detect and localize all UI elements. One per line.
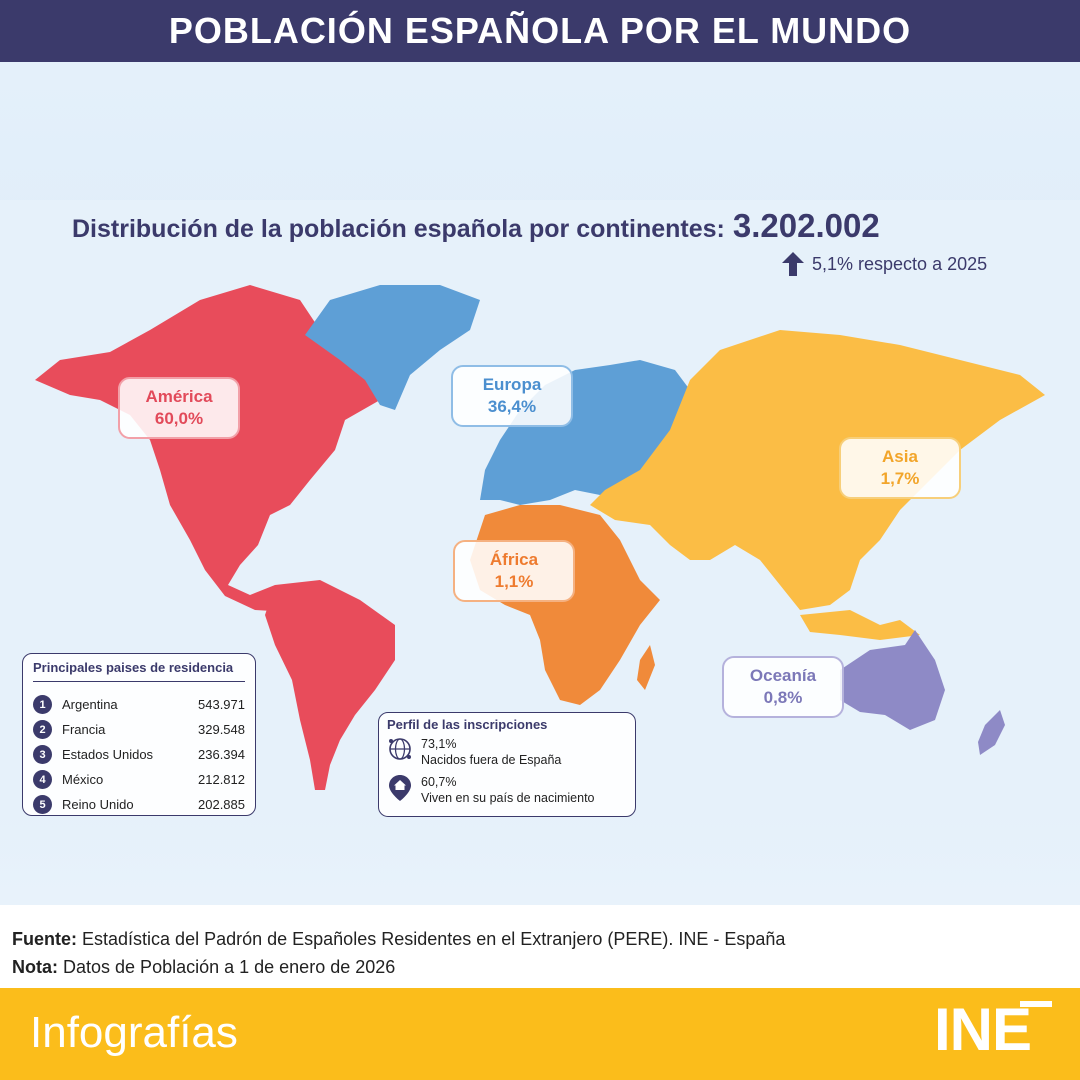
- note-label: Nota:: [12, 957, 58, 977]
- logo-text: INE: [934, 996, 1032, 1063]
- arrow-up-icon: [782, 252, 804, 276]
- footer-notes: Fuente: Estadística del Padrón de Españo…: [12, 925, 785, 981]
- africa-value: 1,1%: [494, 572, 534, 591]
- country-name: Francia: [62, 722, 106, 737]
- list-item: 4 México 212.812: [33, 767, 245, 792]
- list-item: 5 Reino Unido 202.885: [33, 792, 245, 817]
- continent-oceania: [840, 630, 945, 730]
- country-value: 329.548: [198, 722, 245, 737]
- label-europa: Europa 36,4%: [451, 365, 573, 427]
- distribution-total: 3.202.002: [732, 207, 880, 244]
- profile-panel: Perfil de las inscripciones 73,1% Nacido…: [378, 712, 636, 817]
- source-line: Fuente: Estadística del Padrón de Españo…: [12, 925, 785, 953]
- continent-africa-madagascar: [637, 645, 655, 690]
- country-name: Argentina: [62, 697, 118, 712]
- rank-badge: 5: [33, 795, 52, 814]
- bottom-title: Infografías: [30, 1008, 238, 1057]
- oceania-value: 0,8%: [763, 688, 803, 707]
- page-header: POBLACIÓN ESPAÑOLA POR EL MUNDO: [0, 0, 1080, 62]
- distribution-title: Distribución de la población española po…: [72, 207, 880, 245]
- country-value: 543.971: [198, 697, 245, 712]
- note-line: Nota: Datos de Población a 1 de enero de…: [12, 953, 785, 981]
- top-countries-panel: Principales paises de residencia 1 Argen…: [22, 653, 256, 816]
- continent-america-north: [35, 285, 395, 612]
- profile-text: Viven en su país de nacimiento: [421, 791, 595, 805]
- list-item: 3 Estados Unidos 236.394: [33, 742, 245, 767]
- profile-text: Nacidos fuera de España: [421, 753, 562, 767]
- country-value: 236.394: [198, 747, 245, 762]
- note-text: Datos de Población a 1 de enero de 2026: [63, 957, 396, 977]
- asia-value: 1,7%: [880, 469, 920, 488]
- profile-item: 73,1% Nacidos fuera de España: [387, 736, 627, 768]
- label-america: América 60,0%: [118, 377, 240, 439]
- continent-africa: [470, 505, 660, 705]
- profile-title: Perfil de las inscripciones: [387, 717, 548, 732]
- label-asia: Asia 1,7%: [839, 437, 961, 499]
- rank-badge: 1: [33, 695, 52, 714]
- europa-name: Europa: [482, 375, 542, 394]
- list-item: 2 Francia 329.548: [33, 717, 245, 742]
- source-label: Fuente:: [12, 929, 77, 949]
- country-name: Reino Unido: [62, 797, 134, 812]
- country-name: Estados Unidos: [62, 747, 154, 762]
- europa-value: 36,4%: [487, 397, 537, 416]
- continent-asia-islands: [800, 610, 920, 640]
- america-name: América: [145, 387, 213, 406]
- continent-europa: [480, 360, 690, 505]
- oceania-name: Oceanía: [749, 666, 817, 685]
- country-name: México: [62, 772, 104, 787]
- rank-badge: 4: [33, 770, 52, 789]
- rank-badge: 3: [33, 745, 52, 764]
- label-oceania: Oceanía 0,8%: [722, 656, 844, 718]
- bottom-bar: [0, 988, 1080, 1080]
- source-text: Estadística del Padrón de Españoles Resi…: [82, 929, 786, 949]
- growth-indicator: 5,1% respecto a 2025: [782, 252, 987, 276]
- label-africa: África 1,1%: [453, 540, 575, 602]
- page-title: POBLACIÓN ESPAÑOLA POR EL MUNDO: [168, 10, 912, 51]
- continent-oceania-nz: [978, 710, 1005, 755]
- country-value: 202.885: [198, 797, 245, 812]
- logo-bar: [1020, 1001, 1052, 1007]
- list-item: 1 Argentina 543.971: [33, 692, 245, 717]
- asia-name: Asia: [882, 447, 918, 466]
- growth-text: 5,1% respecto a 2025: [812, 253, 988, 274]
- rank-badge: 2: [33, 720, 52, 739]
- home-pin-icon: [389, 775, 411, 801]
- ine-logo: INE: [934, 995, 1052, 1064]
- continent-greenland: [305, 285, 480, 410]
- country-value: 212.812: [198, 772, 245, 787]
- profile-item: 60,7% Viven en su país de nacimiento: [387, 774, 627, 806]
- america-value: 60,0%: [154, 409, 204, 428]
- africa-name: África: [489, 550, 539, 569]
- distribution-title-text: Distribución de la población española po…: [72, 215, 725, 243]
- globe-icon: [389, 738, 411, 760]
- continent-america-south: [265, 580, 395, 790]
- profile-pct: 60,7%: [421, 775, 457, 789]
- profile-pct: 73,1%: [421, 737, 457, 751]
- continent-asia: [590, 330, 1045, 610]
- top-countries-title: Principales paises de residencia: [33, 660, 245, 682]
